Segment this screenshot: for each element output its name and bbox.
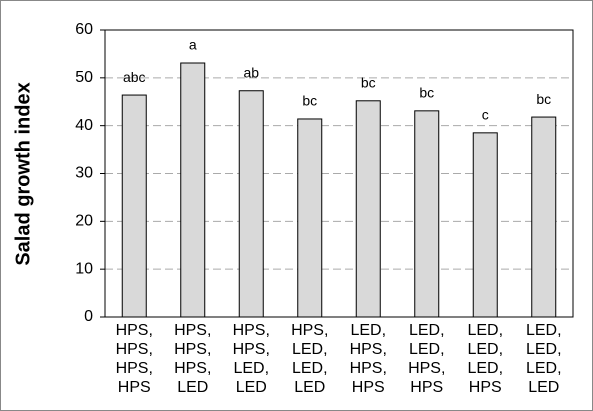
y-tick-label: 60 [75, 21, 93, 38]
bar [180, 62, 206, 318]
x-tick-line: LED, [467, 341, 503, 358]
x-tick-label: LED, LED, LED, HPS [467, 322, 503, 396]
x-tick-line: HPS, [174, 360, 211, 377]
x-tick-line: LED, [409, 322, 445, 339]
x-tick-label: HPS, HPS, LED, LED [233, 322, 270, 396]
x-tick-line: HPS, [174, 322, 211, 339]
y-tick-label: 20 [75, 213, 93, 230]
x-tick-line: LED, [233, 360, 269, 377]
x-tick-line: LED, [292, 341, 328, 358]
x-tick-line: HPS [469, 379, 502, 396]
significance-label: bc [536, 91, 551, 107]
x-tick-line: LED [528, 379, 559, 396]
significance-label: ab [243, 64, 259, 80]
x-tick-line: HPS [352, 379, 385, 396]
bar [297, 118, 323, 318]
x-tick-line: HPS, [291, 322, 328, 339]
x-tick-line: HPS [410, 379, 443, 396]
x-tick-line: LED [177, 379, 208, 396]
x-tick-line: LED, [526, 341, 562, 358]
x-tick-line: LED, [350, 322, 386, 339]
y-tick-label: 0 [84, 308, 93, 325]
significance-label: abc [123, 69, 146, 85]
x-tick-line: LED, [526, 322, 562, 339]
x-tick-line: HPS [118, 379, 151, 396]
bar [472, 132, 498, 318]
x-tick-line: LED, [526, 360, 562, 377]
x-tick-line: HPS, [116, 322, 153, 339]
x-tick-line: LED, [409, 341, 445, 358]
bar [414, 110, 440, 318]
y-tick-label: 10 [75, 260, 93, 277]
x-tick-label: LED, HPS, HPS, HPS [350, 322, 387, 396]
x-tick-line: LED, [292, 360, 328, 377]
bar [355, 100, 381, 318]
bar [238, 90, 264, 318]
significance-label: bc [419, 85, 434, 101]
x-tick-line: HPS, [408, 360, 445, 377]
y-tick-label: 40 [75, 117, 93, 134]
x-tick-label: HPS, HPS, HPS, LED [174, 322, 211, 396]
y-tick-label: 30 [75, 165, 93, 182]
y-tick-label: 50 [75, 69, 93, 86]
x-tick-line: HPS, [233, 341, 270, 358]
x-tick-line: HPS, [350, 341, 387, 358]
plot-area [104, 29, 574, 318]
significance-label: bc [361, 74, 376, 90]
x-tick-line: LED [294, 379, 325, 396]
significance-label: a [189, 37, 197, 53]
x-tick-label: LED, LED, HPS, HPS [408, 322, 445, 396]
x-tick-label: LED, LED, LED, LED [526, 322, 562, 396]
y-axis-title: Salad growth index [12, 82, 34, 265]
bar [121, 94, 147, 318]
x-tick-line: HPS, [116, 341, 153, 358]
x-tick-line: LED, [467, 322, 503, 339]
significance-label: c [482, 107, 489, 123]
x-tick-label: HPS, HPS, HPS, HPS [116, 322, 153, 396]
x-tick-line: LED [236, 379, 267, 396]
x-tick-line: HPS, [350, 360, 387, 377]
x-tick-line: HPS, [116, 360, 153, 377]
bar [531, 116, 557, 318]
x-tick-label: HPS, LED, LED, LED [291, 322, 328, 396]
x-tick-line: HPS, [233, 322, 270, 339]
x-tick-line: HPS, [174, 341, 211, 358]
x-tick-line: LED, [467, 360, 503, 377]
significance-label: bc [302, 93, 317, 109]
